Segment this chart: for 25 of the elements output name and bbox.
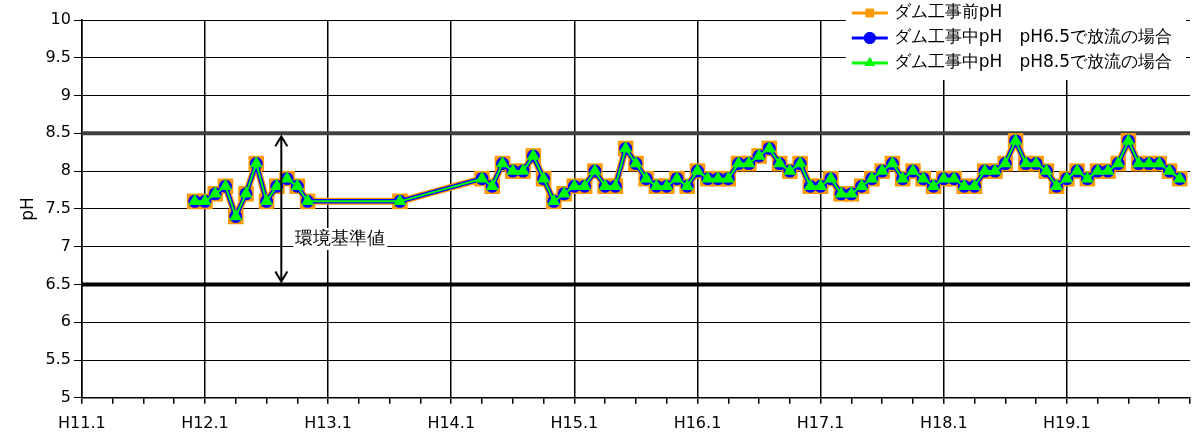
y-tick-label: 8.5 [45, 122, 71, 142]
x-tick-label: H19.1 [1043, 412, 1091, 432]
y-axis-title: pH [16, 197, 37, 221]
x-tick-label: H13.1 [304, 412, 352, 432]
legend-label: ダム工事中pH pH6.5で放流の場合 [893, 26, 1172, 47]
y-tick-label: 5.5 [45, 349, 71, 369]
x-tick-label: H12.1 [181, 412, 229, 432]
x-tick-label: H14.1 [427, 412, 476, 432]
x-tick-label: H15.1 [550, 412, 599, 432]
legend-label: ダム工事前pH [893, 1, 1003, 22]
y-tick-label: 6 [60, 311, 71, 331]
x-tick-label: H17.1 [796, 412, 845, 432]
y-tick-label: 8 [60, 160, 71, 180]
y-tick-label: 5 [60, 386, 71, 406]
y-tick-label: 6.5 [45, 273, 71, 293]
y-tick-label: 9 [60, 84, 71, 104]
y-tick-label: 10 [50, 9, 71, 29]
legend-label: ダム工事中pH pH8.5で放流の場合 [893, 51, 1172, 72]
x-tick-label: H16.1 [673, 412, 722, 432]
y-tick-label: 9.5 [45, 46, 71, 66]
x-tick-label: H11.1 [58, 412, 106, 432]
annotation: 環境基準値 [295, 226, 386, 248]
y-tick-label: 7.5 [45, 198, 71, 218]
y-tick-label: 7 [60, 235, 71, 255]
x-tick-label: H18.1 [919, 412, 968, 432]
